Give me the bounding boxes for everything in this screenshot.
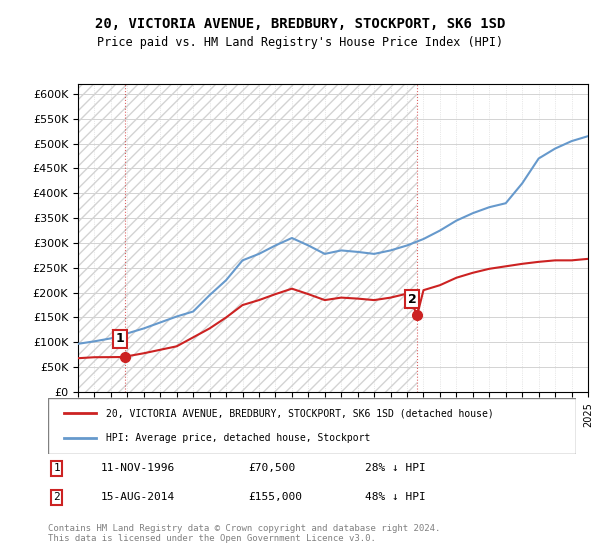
Text: 15-AUG-2014: 15-AUG-2014	[101, 492, 175, 502]
Bar	[125, 84, 417, 392]
Text: 28% ↓ HPI: 28% ↓ HPI	[365, 463, 425, 473]
Text: HPI: Average price, detached house, Stockport: HPI: Average price, detached house, Stoc…	[106, 433, 370, 443]
Text: £155,000: £155,000	[248, 492, 302, 502]
Text: Price paid vs. HM Land Registry's House Price Index (HPI): Price paid vs. HM Land Registry's House …	[97, 36, 503, 49]
Text: 20, VICTORIA AVENUE, BREDBURY, STOCKPORT, SK6 1SD (detached house): 20, VICTORIA AVENUE, BREDBURY, STOCKPORT…	[106, 408, 494, 418]
Text: £70,500: £70,500	[248, 463, 296, 473]
Text: 48% ↓ HPI: 48% ↓ HPI	[365, 492, 425, 502]
Text: 2: 2	[53, 492, 60, 502]
FancyBboxPatch shape	[48, 398, 576, 454]
Text: 20, VICTORIA AVENUE, BREDBURY, STOCKPORT, SK6 1SD: 20, VICTORIA AVENUE, BREDBURY, STOCKPORT…	[95, 17, 505, 31]
Text: 1: 1	[53, 463, 60, 473]
Text: 1: 1	[116, 332, 125, 345]
Bar	[78, 84, 125, 392]
Text: 2: 2	[408, 292, 416, 306]
Text: 11-NOV-1996: 11-NOV-1996	[101, 463, 175, 473]
Text: Contains HM Land Registry data © Crown copyright and database right 2024.
This d: Contains HM Land Registry data © Crown c…	[48, 524, 440, 543]
